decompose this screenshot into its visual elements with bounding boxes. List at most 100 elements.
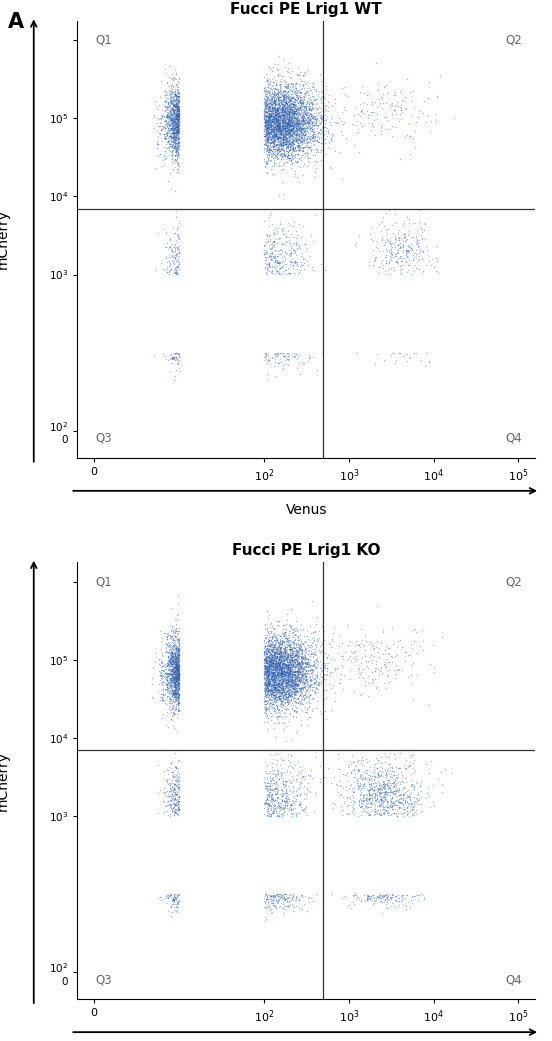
Point [263,347,272,363]
Point [273,117,282,133]
Point [276,88,285,105]
Text: Q2: Q2 [505,34,522,47]
Point [287,109,296,126]
Point [384,891,393,908]
Point [368,795,376,812]
Point [401,794,410,811]
Point [164,661,173,678]
Point [301,115,310,131]
Point [280,686,289,703]
Point [174,660,183,677]
Point [157,254,166,271]
Point [280,124,289,141]
Point [359,752,368,768]
Point [354,636,363,653]
Point [379,801,388,817]
Point [173,672,182,689]
Point [274,260,283,277]
Point [297,669,306,686]
Point [167,106,176,123]
Point [293,659,302,676]
Point [330,661,339,678]
Point [163,676,172,692]
Point [174,772,183,789]
Point [171,642,180,659]
Point [307,682,316,699]
Point [293,663,301,680]
Point [168,128,177,145]
Point [268,110,277,127]
Point [172,97,181,113]
Point [281,148,290,164]
Point [295,656,304,672]
Point [298,218,307,234]
Point [365,778,374,794]
Point [400,129,409,146]
Point [385,255,394,272]
Point [277,104,286,121]
Point [267,116,275,132]
Point [345,633,354,650]
Point [275,113,284,130]
Point [296,128,305,145]
Point [264,634,273,651]
Point [163,776,172,792]
Point [286,665,295,682]
Point [384,805,393,821]
Point [167,117,176,133]
Point [287,141,296,157]
Point [288,83,297,100]
Point [309,676,318,692]
Point [284,638,293,655]
Point [270,106,279,123]
Point [379,624,388,640]
Point [278,667,287,684]
Point [281,657,290,674]
Point [274,117,283,133]
Point [383,888,391,905]
Point [163,124,172,141]
Point [169,101,178,118]
Point [172,656,181,672]
Point [166,628,174,644]
Point [174,892,183,909]
Point [295,93,304,109]
Point [318,88,327,105]
Point [168,666,177,683]
Point [273,666,282,683]
Point [285,705,294,721]
Point [265,695,274,712]
Point [262,98,271,115]
Point [386,248,395,264]
Point [365,766,374,783]
Point [278,145,287,161]
Point [270,119,279,135]
Point [389,249,398,265]
Point [287,682,296,699]
Point [275,91,284,107]
Point [360,887,369,904]
Point [278,785,286,802]
Point [305,108,314,125]
Point [309,646,318,663]
Point [278,126,287,143]
Point [294,660,302,677]
Point [172,123,181,139]
Point [395,798,404,815]
Point [160,97,169,113]
Point [262,668,271,685]
Point [353,889,362,906]
Point [169,648,178,664]
Point [299,113,307,130]
Point [285,134,294,151]
Point [277,107,286,124]
Point [264,132,273,149]
Point [274,100,283,117]
Point [265,674,274,690]
Point [294,666,302,683]
Point [173,646,182,663]
Point [272,752,281,768]
Point [166,687,175,704]
Point [171,86,180,103]
Point [285,101,294,118]
